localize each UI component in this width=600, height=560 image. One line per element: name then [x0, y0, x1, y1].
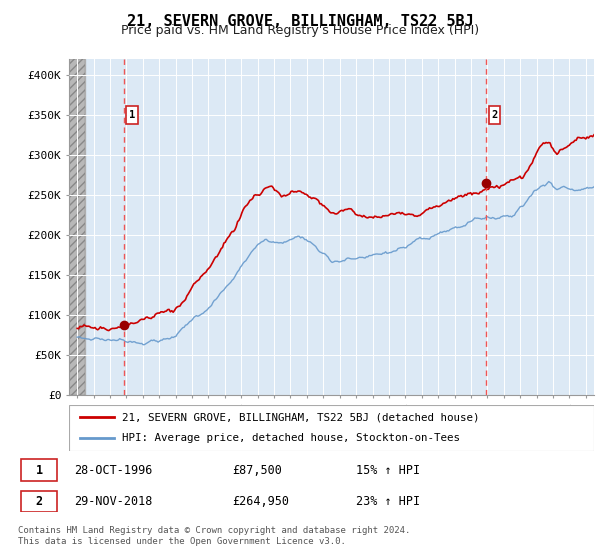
Text: 21, SEVERN GROVE, BILLINGHAM, TS22 5BJ: 21, SEVERN GROVE, BILLINGHAM, TS22 5BJ	[127, 14, 473, 29]
Text: Contains HM Land Registry data © Crown copyright and database right 2024.
This d: Contains HM Land Registry data © Crown c…	[18, 526, 410, 546]
Text: 2: 2	[491, 110, 497, 120]
Text: 29-NOV-2018: 29-NOV-2018	[74, 495, 153, 508]
Bar	[69, 59, 85, 395]
Text: Price paid vs. HM Land Registry's House Price Index (HPI): Price paid vs. HM Land Registry's House …	[121, 24, 479, 37]
FancyBboxPatch shape	[488, 106, 500, 124]
Bar	[69, 59, 85, 395]
Text: 21, SEVERN GROVE, BILLINGHAM, TS22 5BJ (detached house): 21, SEVERN GROVE, BILLINGHAM, TS22 5BJ (…	[121, 412, 479, 422]
Text: 1: 1	[129, 110, 135, 120]
FancyBboxPatch shape	[126, 106, 137, 124]
Text: £264,950: £264,950	[232, 495, 289, 508]
Text: 15% ↑ HPI: 15% ↑ HPI	[356, 464, 421, 477]
Text: 28-OCT-1996: 28-OCT-1996	[74, 464, 153, 477]
Text: 2: 2	[35, 495, 43, 508]
FancyBboxPatch shape	[21, 459, 58, 480]
Text: 23% ↑ HPI: 23% ↑ HPI	[356, 495, 421, 508]
Text: 1: 1	[35, 464, 43, 477]
FancyBboxPatch shape	[21, 491, 58, 512]
Text: HPI: Average price, detached house, Stockton-on-Tees: HPI: Average price, detached house, Stoc…	[121, 433, 460, 444]
Text: £87,500: £87,500	[232, 464, 282, 477]
